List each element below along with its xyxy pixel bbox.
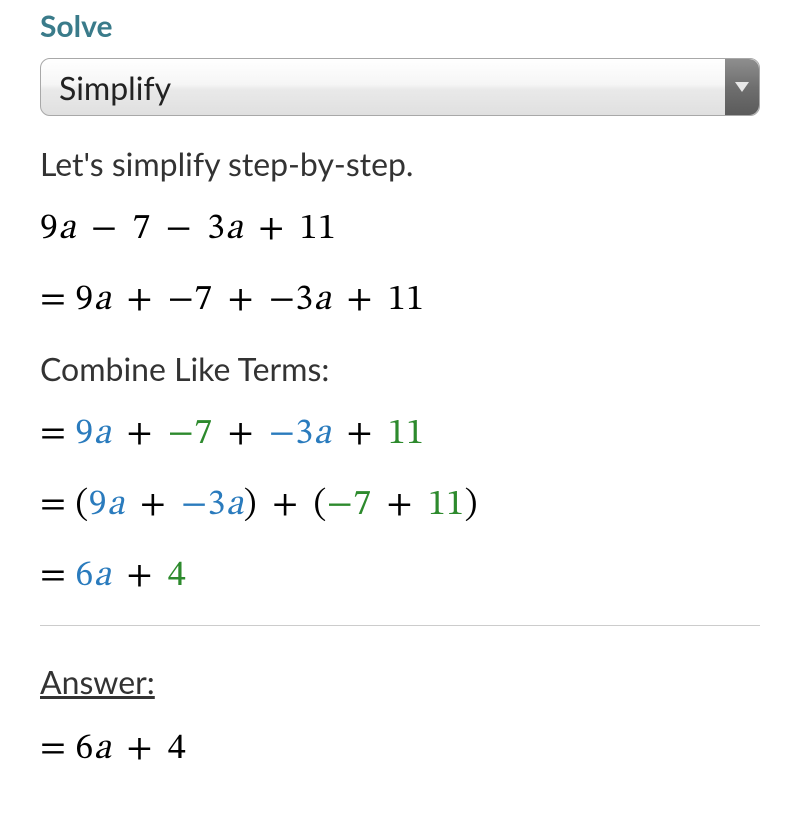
math-line: 9a − 7 − 3a + 11 [40,207,760,252]
answer-label: Answer: [40,662,760,701]
chevron-down-icon [735,82,749,92]
combine-steps: = 9a + −7 + −3a + 11 = (9a + −3a) + (−7 … [40,412,760,599]
combine-label: Combine Like Terms: [40,349,760,388]
dropdown-arrow [725,59,759,115]
section-heading: Solve [40,8,760,44]
math-line: = (9a + −3a) + (−7 + 11) [40,483,760,528]
math-line: = 6a + 4 [40,554,760,599]
math-steps: 9a − 7 − 3a + 11 = 9a + −7 + −3a + 11 [40,207,760,323]
divider [40,625,760,626]
answer-expression: = 6a + 4 [40,727,760,772]
math-line: = 6a + 4 [40,727,760,772]
dropdown-selected-label: Simplify [59,68,171,107]
solver-panel: Solve Simplify Let's simplify step-by-st… [0,0,800,828]
operation-dropdown[interactable]: Simplify [40,58,760,116]
math-line: = 9a + −7 + −3a + 11 [40,278,760,323]
intro-text: Let's simplify step-by-step. [40,144,760,183]
math-line: = 9a + −7 + −3a + 11 [40,412,760,457]
